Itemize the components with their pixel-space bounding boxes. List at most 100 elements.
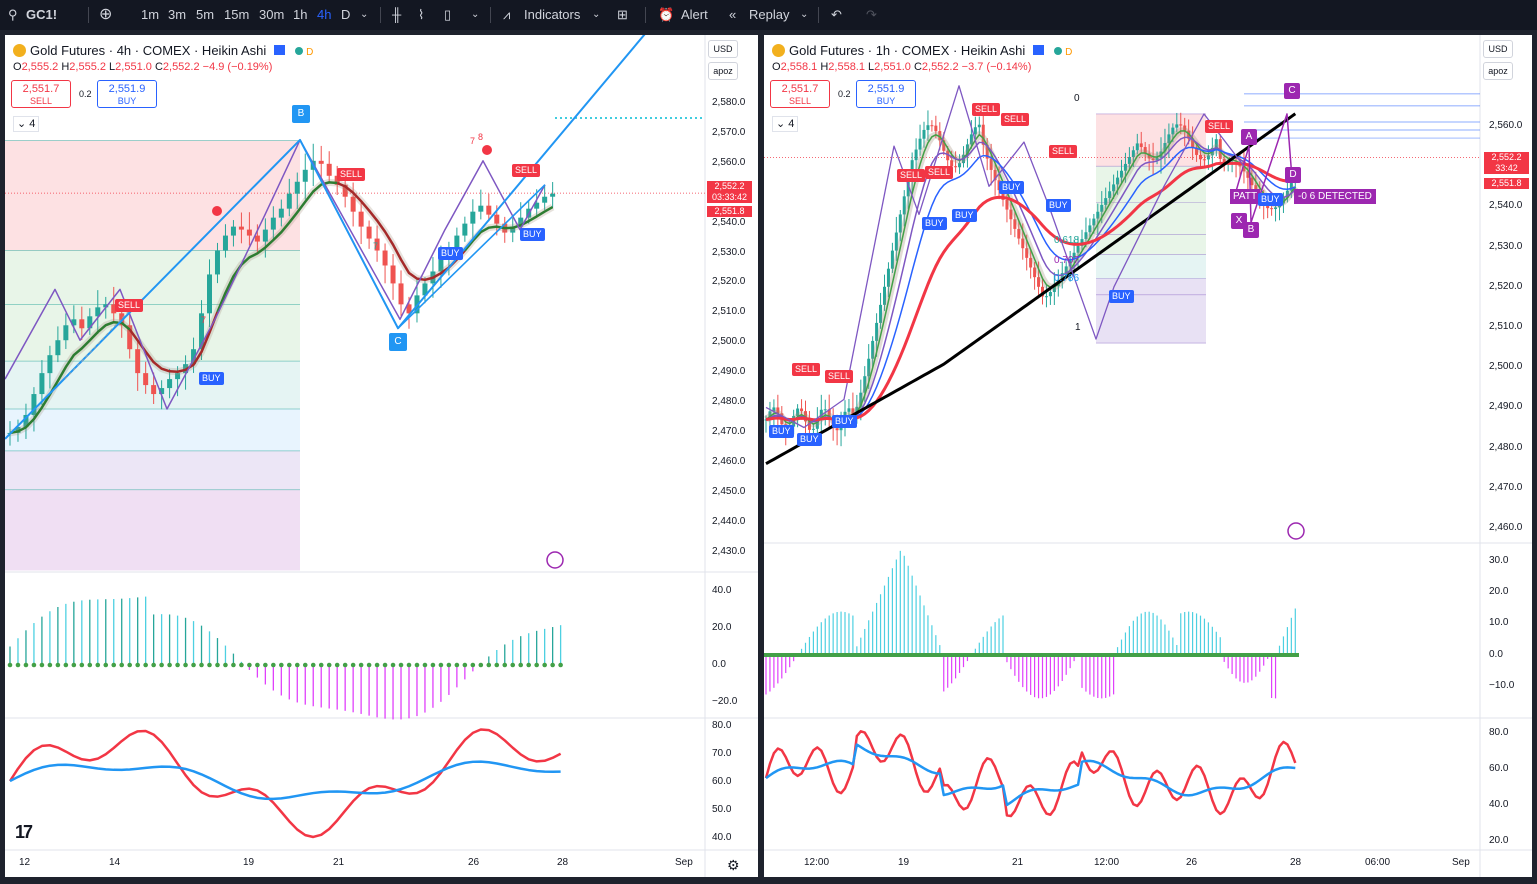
currency-selector[interactable]: USD: [708, 40, 738, 58]
left-chart-canvas[interactable]: [5, 35, 758, 877]
chart-title[interactable]: Gold Futures · 4h · COMEX · Heikin Ashi …: [13, 43, 313, 58]
bar-chart-icon[interactable]: ╫: [392, 7, 402, 22]
osc-zero-dot: [167, 662, 172, 668]
interval-4h[interactable]: 4h: [317, 7, 332, 22]
count-label: 8: [478, 132, 484, 142]
candle-body: [31, 394, 37, 415]
chevron-down-icon[interactable]: ⌄: [800, 9, 809, 20]
candle-body: [390, 265, 396, 284]
market-dot-icon: [294, 47, 303, 55]
top-toolbar: ⚲ GC1! ⊕ 1m 3m 5m 15m 30m 1h 4h D ⌄ ╫ ⌇ …: [0, 0, 1537, 30]
interval-1h[interactable]: 1h: [293, 7, 308, 22]
candle-body: [39, 373, 45, 395]
interval-30m[interactable]: 30m: [259, 7, 285, 22]
price-axis-label: 2,560.0: [1489, 120, 1523, 131]
candle-body: [1222, 158, 1226, 164]
pattern-point-a: A: [1241, 129, 1257, 145]
candle-chart-icon[interactable]: ▯: [444, 7, 452, 22]
symbol-button[interactable]: GC1!: [26, 7, 58, 22]
candle-body: [1116, 177, 1120, 185]
time-axis-label: 06:00: [1365, 857, 1391, 868]
candle-body: [79, 319, 85, 329]
indicators-button[interactable]: Indicators: [524, 7, 581, 22]
rsi-axis-label: 80.0: [712, 720, 732, 731]
interval-3m[interactable]: 3m: [168, 7, 187, 22]
candle-body: [1183, 125, 1187, 131]
price-axis-label: 2,430.0: [712, 545, 746, 557]
search-icon[interactable]: ⚲: [8, 7, 18, 22]
redo-icon[interactable]: ↷: [866, 7, 877, 22]
time-axis-label: 19: [898, 857, 910, 868]
interval-d[interactable]: D: [341, 7, 351, 22]
layout-grid-icon[interactable]: ⊞: [617, 7, 628, 22]
rsi-axis-label: 40.0: [712, 832, 732, 843]
osc-zero-dot: [310, 662, 316, 668]
alert-button[interactable]: Alert: [681, 7, 708, 22]
candle-body: [1246, 171, 1250, 178]
settings-gear-icon[interactable]: ⚙: [727, 857, 740, 873]
candle-body: [985, 144, 989, 159]
add-symbol-icon[interactable]: ⊕: [99, 6, 113, 23]
indicator-collapse-button[interactable]: ⌄ 4: [13, 116, 39, 132]
abcd-pattern-line: [397, 184, 546, 329]
osc-zero-dot: [510, 662, 516, 668]
osc-zero-dot: [366, 662, 372, 668]
candle-body: [1135, 143, 1139, 151]
candle-body: [510, 226, 516, 233]
sell-price-button[interactable]: 2,551.7 SELL: [11, 80, 71, 108]
line-chart-icon[interactable]: ⌇: [418, 7, 425, 22]
sell-signal: SELL: [792, 363, 821, 376]
fib-zone: [5, 409, 300, 451]
candle-body: [1155, 157, 1159, 161]
scale-selector[interactable]: apoz: [1483, 62, 1513, 80]
indicator-collapse-button[interactable]: ⌄ 4: [772, 116, 798, 132]
interval-5m[interactable]: 5m: [196, 7, 215, 22]
osc-zero-dot: [534, 662, 539, 668]
currency-selector[interactable]: USD: [1483, 40, 1513, 58]
interval-15m[interactable]: 15m: [224, 7, 250, 22]
right-chart-canvas[interactable]: [764, 35, 1532, 877]
chevron-down-icon[interactable]: ⌄: [471, 9, 480, 20]
buy-price-button[interactable]: 2,551.9 BUY: [97, 80, 157, 108]
candle-body: [890, 250, 894, 269]
indicators-icon[interactable]: ⩘: [503, 7, 511, 22]
candle-body: [946, 150, 950, 161]
replay-button[interactable]: Replay: [749, 7, 790, 22]
fib-zone: [1096, 166, 1206, 255]
candle-body: [214, 250, 220, 275]
candle-body: [350, 196, 356, 212]
osc-zero-dot: [7, 662, 13, 668]
candle-body: [1202, 159, 1206, 161]
sell-price-button[interactable]: 2,551.7 SELL: [770, 80, 830, 108]
candle-body: [851, 408, 855, 416]
price-axis-label: 2,490.0: [1489, 401, 1523, 413]
fib-level-label: 1: [1075, 322, 1081, 333]
candle-body: [1123, 163, 1127, 171]
undo-icon[interactable]: ↶: [831, 7, 842, 22]
alarm-clock-icon[interactable]: ⏰: [658, 7, 675, 22]
time-axis-label: 19: [243, 857, 255, 868]
candle-body: [318, 160, 324, 164]
osc-zero-dot: [239, 662, 244, 668]
chevron-down-icon[interactable]: ⌄: [360, 9, 369, 20]
price-axis-label: 2,510.0: [1489, 321, 1523, 332]
time-axis-label: 12: [19, 857, 31, 868]
candle-body: [1037, 277, 1041, 287]
interval-1m[interactable]: 1m: [141, 7, 160, 22]
candle-body: [47, 355, 53, 374]
right-chart-pane[interactable]: Gold Futures · 1h · COMEX · Heikin Ashi …: [764, 35, 1532, 877]
buy-price-button[interactable]: 2,551.9 BUY: [856, 80, 916, 108]
candle-body: [1005, 199, 1009, 210]
scale-selector[interactable]: apoz: [708, 62, 738, 80]
left-chart-pane[interactable]: Gold Futures · 4h · COMEX · Heikin Ashi …: [5, 35, 758, 877]
time-axis-label: Sep: [1452, 857, 1470, 868]
ma-line-green: [9, 320, 131, 435]
candle-body: [278, 208, 284, 218]
chart-title[interactable]: Gold Futures · 1h · COMEX · Heikin Ashi …: [772, 43, 1072, 58]
rewind-icon[interactable]: «: [729, 7, 737, 22]
chevron-down-icon[interactable]: ⌄: [592, 9, 601, 20]
buy-signal: BUY: [438, 247, 463, 260]
candle-body: [286, 193, 292, 209]
chevron-down-icon: ⌄: [776, 118, 786, 130]
candle-body: [1025, 248, 1029, 258]
